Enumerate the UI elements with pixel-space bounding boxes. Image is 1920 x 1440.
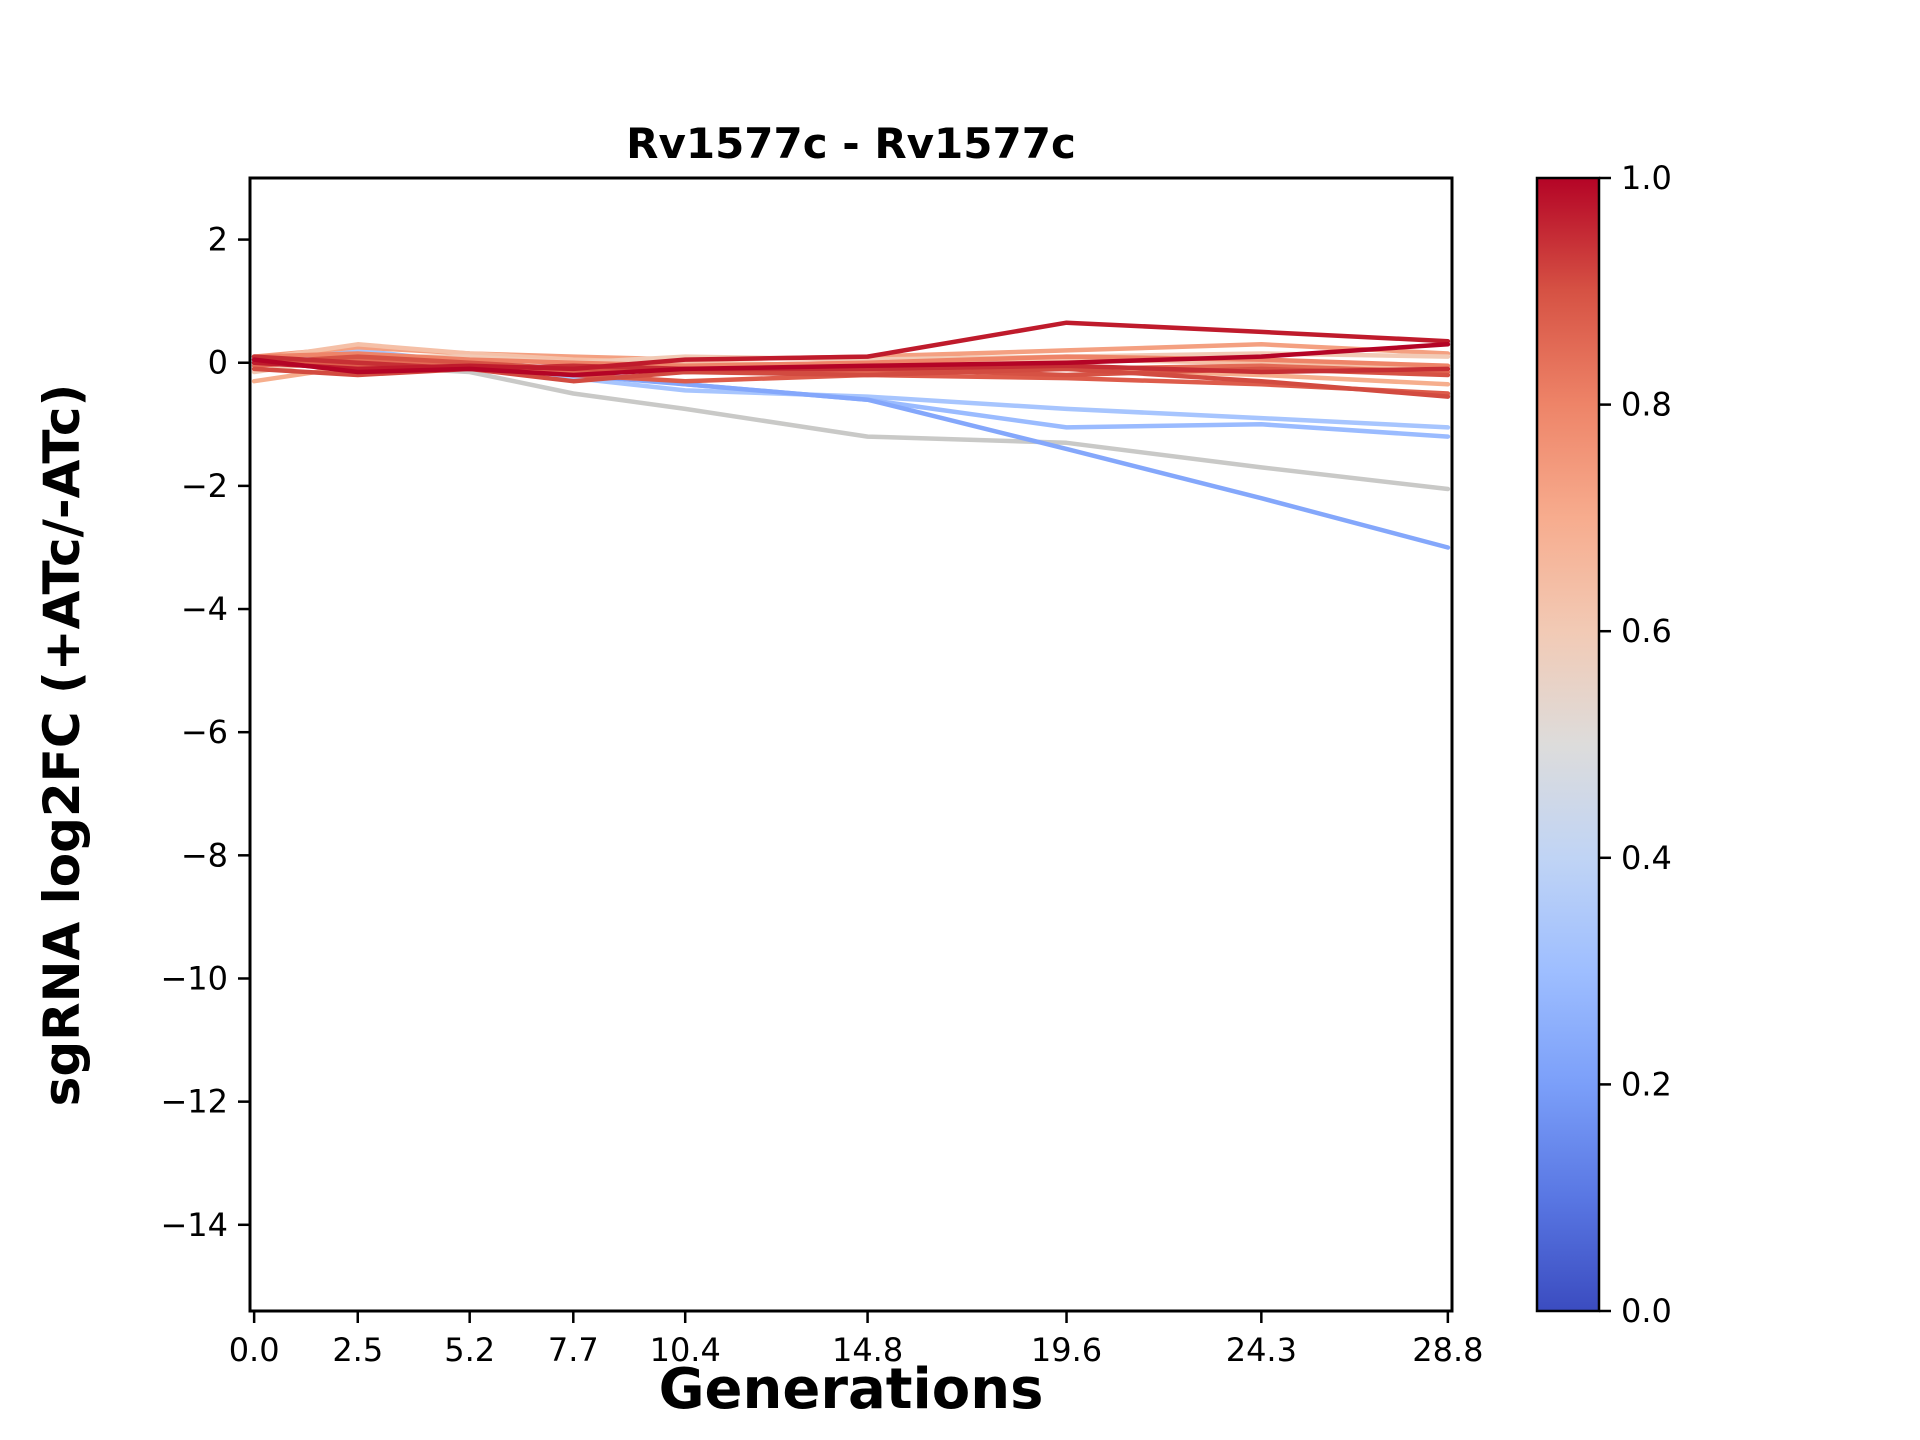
colorbar-tick-label: 0.0 xyxy=(1621,1292,1672,1330)
x-axis-label: Generations xyxy=(659,1357,1044,1422)
y-tick-label: −4 xyxy=(181,590,228,628)
chart-title: Rv1577c - Rv1577c xyxy=(626,119,1076,168)
y-tick-label: 0 xyxy=(208,344,228,382)
y-tick-label: 2 xyxy=(208,221,228,259)
x-tick-label: 0.0 xyxy=(229,1331,280,1369)
colorbar-bar xyxy=(1535,176,1601,1313)
y-tick-label: −8 xyxy=(181,836,228,874)
colorbar-tick-label: 0.6 xyxy=(1621,612,1672,650)
colorbar: 1.0 0.8 0.6 0.4 0.2 0.0 xyxy=(1535,159,1672,1330)
x-tick-label: 24.3 xyxy=(1226,1331,1297,1369)
x-tick-label: 10.4 xyxy=(650,1331,721,1369)
colorbar-tick-label: 0.8 xyxy=(1621,386,1672,424)
x-tick-label: 5.2 xyxy=(444,1331,495,1369)
y-tick-label: −10 xyxy=(160,959,228,997)
series-line xyxy=(251,357,1451,550)
series-line xyxy=(251,320,1451,372)
x-axis-ticks: 0.0 2.5 5.2 7.7 10.4 14.8 19.6 24.3 28.8 xyxy=(229,1311,1483,1369)
colorbar-tick-label: 0.4 xyxy=(1621,839,1672,877)
x-tick-label: 7.7 xyxy=(548,1331,599,1369)
colorbar-tick-label: 1.0 xyxy=(1621,159,1672,197)
colorbar-tick-label: 0.2 xyxy=(1621,1065,1672,1103)
y-axis-ticks: 2 0 −2 −4 −6 −8 −10 −12 −14 xyxy=(160,221,250,1244)
colorbar-ticks: 1.0 0.8 0.6 0.4 0.2 0.0 xyxy=(1599,159,1672,1330)
y-tick-label: −2 xyxy=(181,467,228,505)
y-tick-label: −6 xyxy=(181,713,228,751)
y-axis-label: sgRNA log2FC (+ATc/-ATc) xyxy=(33,384,91,1107)
plot-border xyxy=(248,176,1454,1313)
series-line xyxy=(251,342,1451,372)
x-tick-label: 14.8 xyxy=(832,1331,903,1369)
x-tick-label: 28.8 xyxy=(1412,1331,1483,1369)
series-line xyxy=(251,342,1451,378)
x-tick-label: 19.6 xyxy=(1031,1331,1102,1369)
series-lines xyxy=(251,320,1451,550)
y-tick-label: −12 xyxy=(160,1083,228,1121)
y-tick-label: −14 xyxy=(160,1206,228,1244)
x-tick-label: 2.5 xyxy=(332,1331,383,1369)
